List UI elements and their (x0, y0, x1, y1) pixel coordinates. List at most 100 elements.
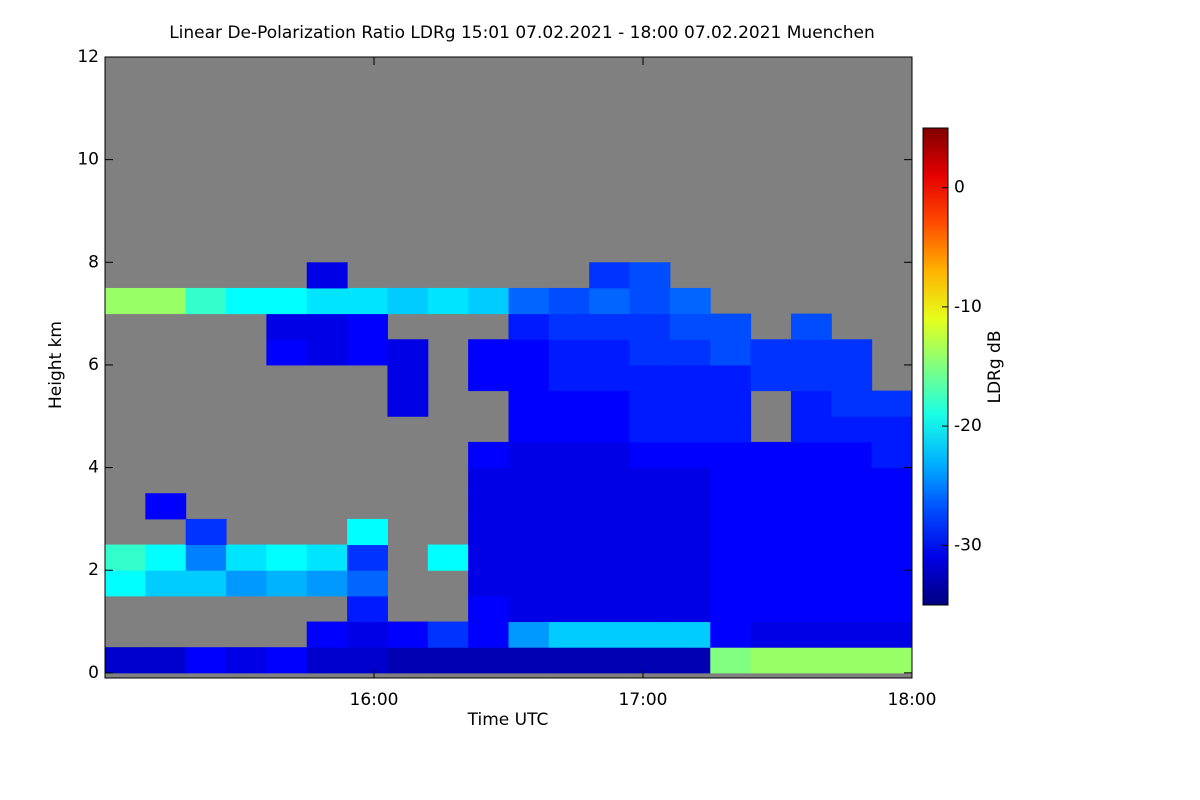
heatmap-cell (347, 339, 388, 366)
heatmap-cell (508, 441, 550, 469)
heatmap-cell (347, 570, 388, 597)
heatmap-cell (831, 570, 873, 597)
heatmap-cell (871, 621, 913, 648)
heatmap-cell (871, 570, 913, 597)
heatmap-cell (750, 595, 792, 623)
heatmap-cell (790, 467, 832, 494)
plot-frame (104, 56, 913, 679)
y-axis-label: Height km (46, 321, 66, 409)
heatmap-cell (266, 287, 308, 315)
heatmap-cell (710, 390, 752, 417)
heatmap-cell (710, 313, 752, 340)
heatmap-cell (548, 621, 590, 648)
heatmap-cell (750, 647, 792, 674)
heatmap-cell (105, 570, 146, 597)
heatmap-cell (508, 390, 550, 417)
heatmap-cell (226, 544, 267, 571)
heatmap-cell (710, 493, 752, 520)
heatmap-cell (468, 339, 509, 366)
heatmap-cell (710, 339, 752, 366)
heatmap-cell (831, 467, 873, 494)
heatmap-cell (871, 467, 913, 494)
heatmap-cell (669, 339, 711, 366)
heatmap-cell (790, 595, 832, 623)
heatmap-cell (347, 313, 388, 340)
heatmap-cell (710, 621, 752, 648)
heatmap-cell (468, 647, 509, 674)
heatmap-cell (589, 390, 631, 417)
heatmap-cell (589, 441, 631, 469)
heatmap-cell (468, 467, 509, 494)
heatmap-cell (589, 467, 631, 494)
heatmap-cell (790, 390, 832, 417)
chart-title: Linear De-Polarization Ratio LDRg 15:01 … (169, 23, 875, 43)
heatmap-cell (427, 544, 469, 571)
heatmap-cell (306, 313, 348, 340)
heatmap-cell (710, 441, 752, 469)
heatmap-cell (548, 467, 590, 494)
heatmap-cell (710, 570, 752, 597)
heatmap-cell (629, 262, 671, 289)
heatmap-cell (629, 647, 671, 674)
heatmap-cell (790, 416, 832, 443)
heatmap-cell (710, 544, 752, 571)
heatmap-cell (548, 287, 590, 315)
heatmap-cell (508, 647, 550, 674)
heatmap-cell (589, 262, 631, 289)
heatmap-cell (387, 339, 429, 366)
heatmap-cell (145, 287, 187, 315)
heatmap-cell (750, 441, 792, 469)
heatmap-cell (468, 570, 509, 597)
heatmap-cell (508, 621, 550, 648)
heatmap-cell (427, 287, 469, 315)
colorbar-label: LDRg dB (985, 330, 1005, 403)
heatmap-cell (548, 493, 590, 520)
heatmap-cell (306, 287, 348, 315)
heatmap-cell (226, 647, 267, 674)
heatmap-cell (226, 287, 267, 315)
colorbar (922, 127, 949, 606)
heatmap-cell (669, 467, 711, 494)
heatmap-cell (589, 416, 631, 443)
colorbar-tick-label: -20 (954, 416, 982, 436)
heatmap-cell (548, 544, 590, 571)
heatmap-cell (831, 493, 873, 520)
heatmap-cell (508, 339, 550, 366)
heatmap-cell (266, 570, 308, 597)
y-tick-label: 8 (88, 252, 99, 272)
heatmap-cell (669, 416, 711, 443)
heatmap-cell (790, 518, 832, 546)
heatmap-cell (266, 339, 308, 366)
heatmap-cell (306, 647, 348, 674)
heatmap-cell (831, 390, 873, 417)
heatmap-cell (306, 262, 348, 289)
heatmap-cell (387, 621, 429, 648)
heatmap-cell (347, 544, 388, 571)
heatmap-cell (306, 621, 348, 648)
heatmap-cell (629, 441, 671, 469)
heatmap-cell (669, 364, 711, 392)
heatmap-cell (629, 621, 671, 648)
heatmap-cell (468, 493, 509, 520)
heatmap-cell (589, 544, 631, 571)
heatmap-cell (629, 339, 671, 366)
heatmap-cell (427, 647, 469, 674)
heatmap-cell (871, 441, 913, 469)
heatmap-cell (831, 441, 873, 469)
heatmap-cell (508, 467, 550, 494)
y-tick-label: 0 (88, 663, 99, 683)
heatmap-cell (306, 339, 348, 366)
x-tick-label: 16:00 (350, 690, 399, 710)
heatmap-cell (508, 570, 550, 597)
heatmap-cell (790, 544, 832, 571)
heatmap-cell (145, 544, 187, 571)
heatmap-cell (750, 518, 792, 546)
heatmap-cell (145, 493, 187, 520)
heatmap-cell (669, 313, 711, 340)
heatmap-cell (508, 595, 550, 623)
heatmap-cell (387, 647, 429, 674)
heatmap-cell (185, 287, 227, 315)
heatmap-cell (669, 518, 711, 546)
heatmap-cell (266, 544, 308, 571)
